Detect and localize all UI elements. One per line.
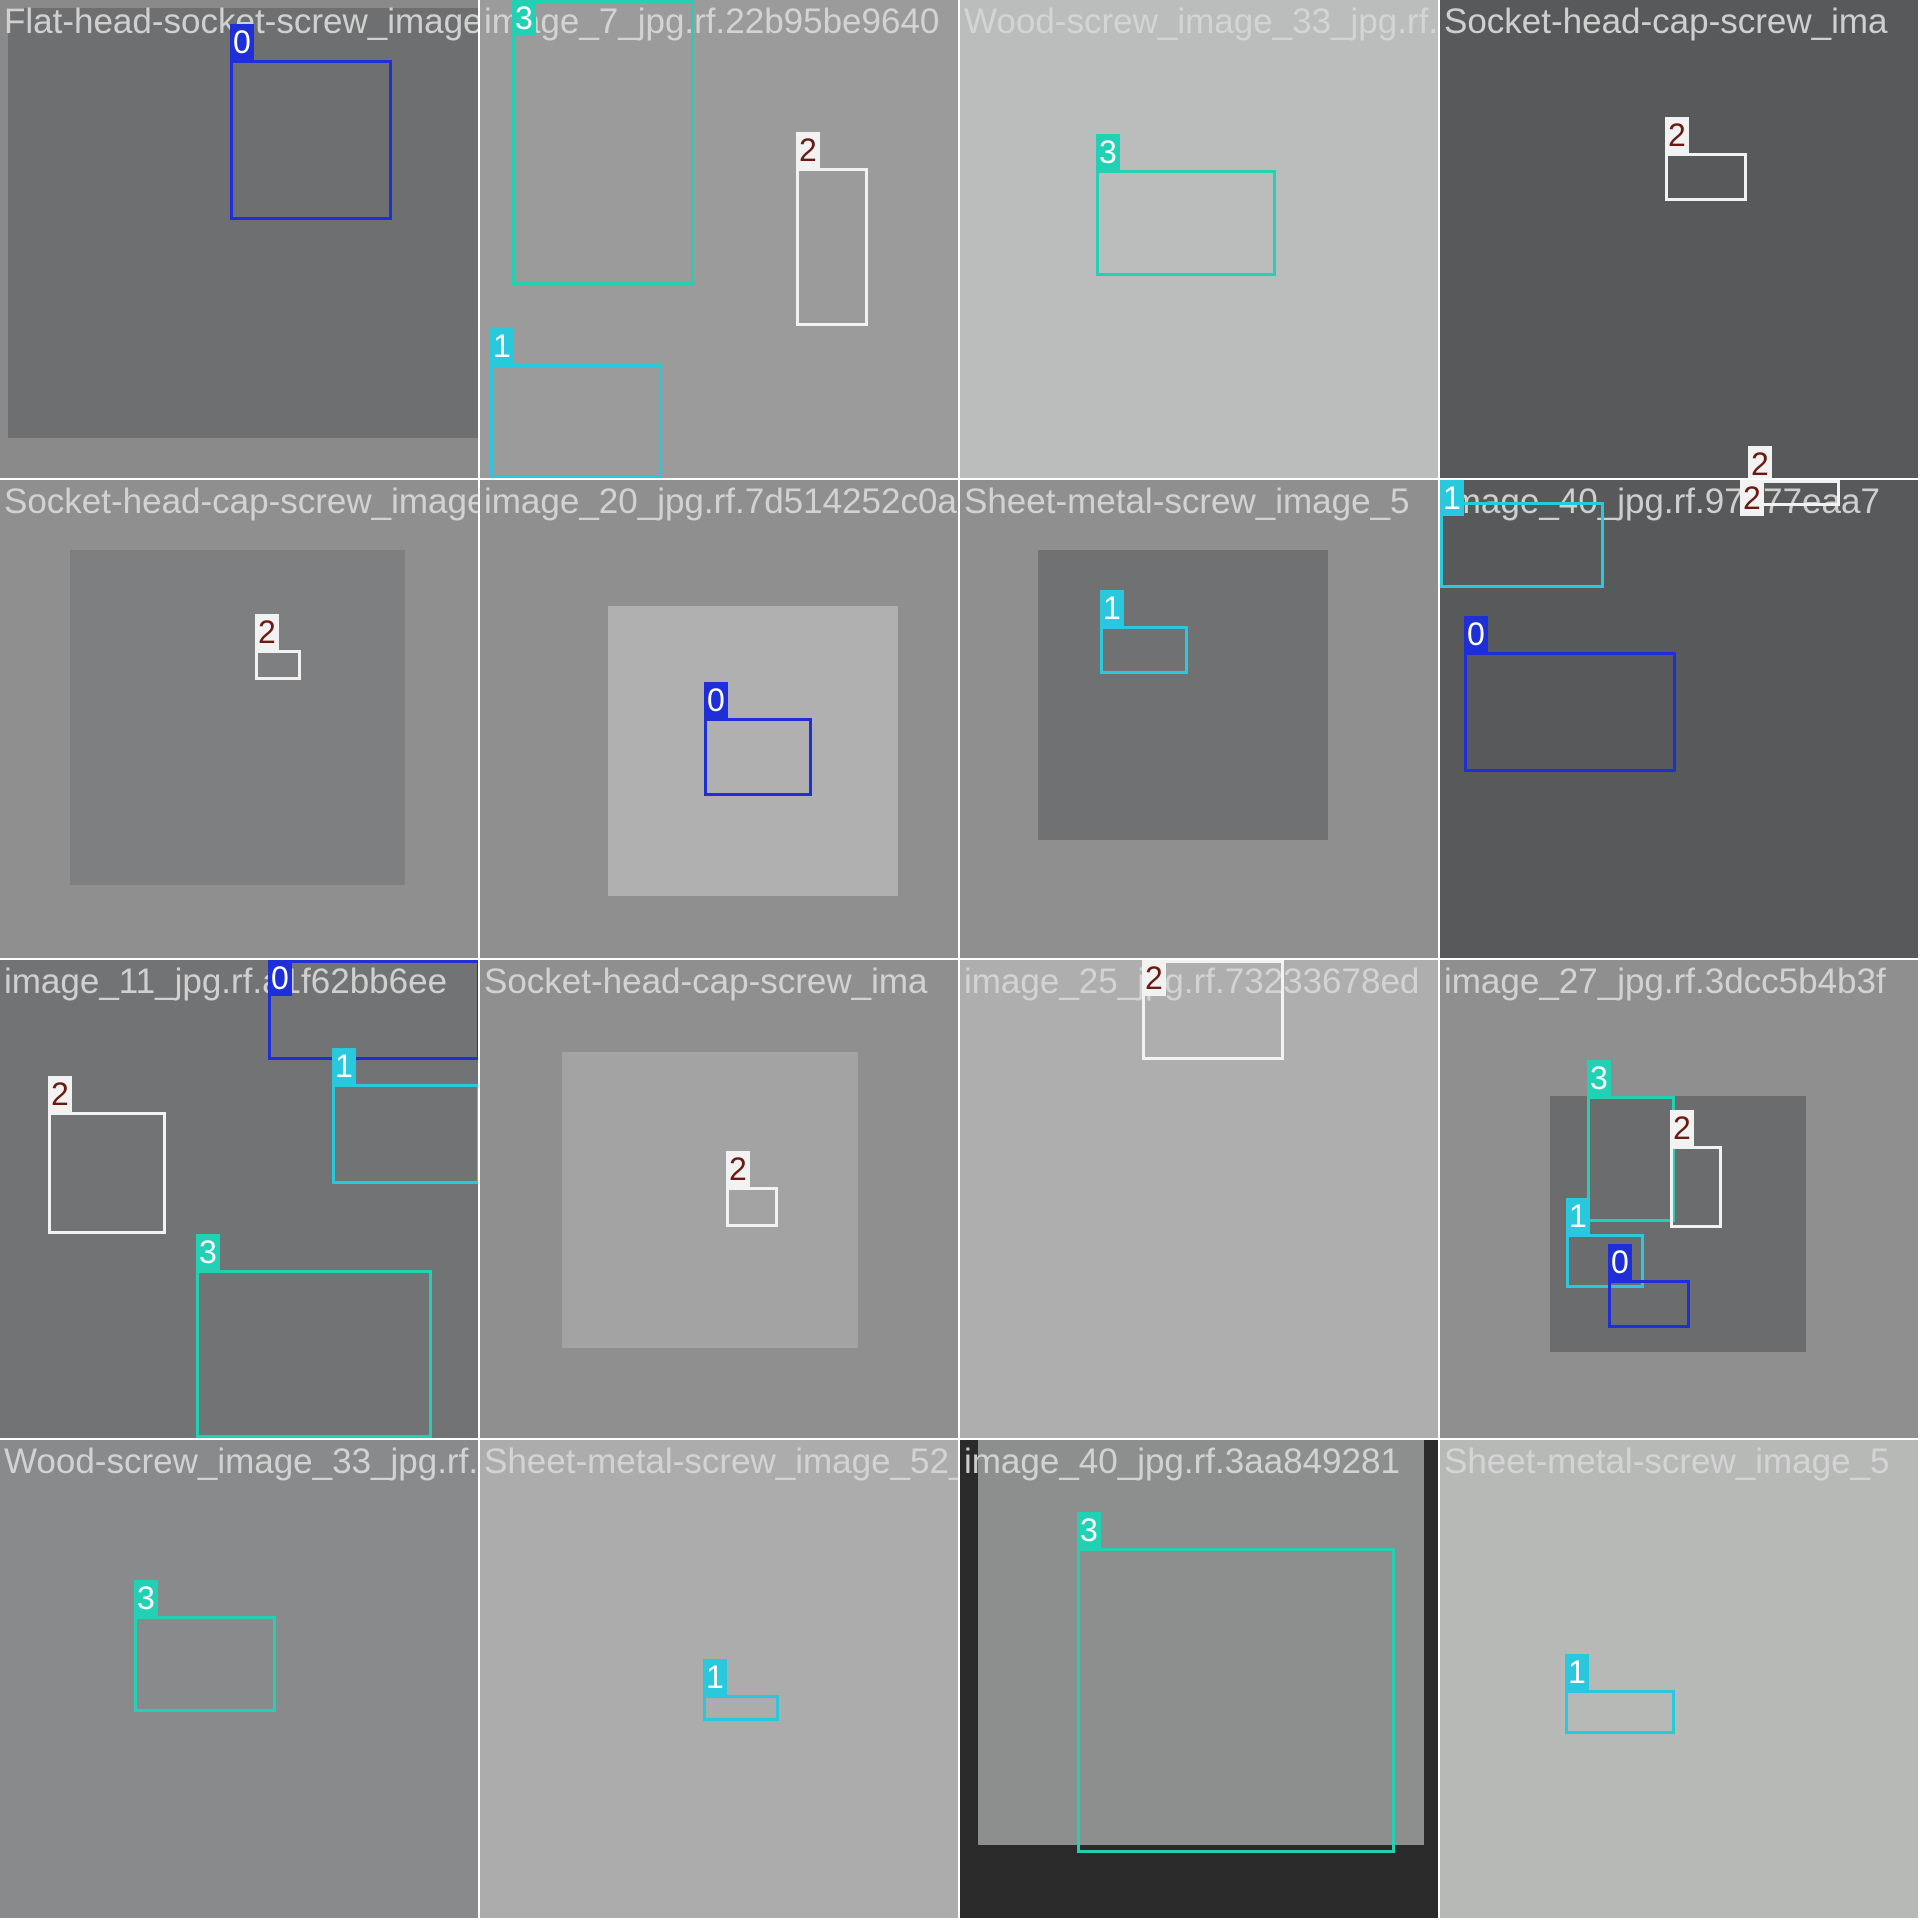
tile-filename: Sheet-metal-screw_image_5 bbox=[1444, 1442, 1890, 1481]
mosaic-tile: Socket-head-cap-screw_ima 2 2 bbox=[1440, 0, 1918, 478]
bounding-box-class-0 bbox=[1608, 1280, 1690, 1328]
bounding-box-class-1 bbox=[332, 1084, 478, 1184]
bounding-box-class-1 bbox=[1565, 1690, 1675, 1734]
tile-photo bbox=[608, 606, 898, 896]
mosaic-tile: image_40_jpg.rf.3aa849281 3 bbox=[960, 1440, 1438, 1918]
mosaic-tile: Wood-screw_image_33_jpg.rf.4b50df4e0abd 3 bbox=[0, 1440, 478, 1918]
bounding-box-label: 3 bbox=[1096, 134, 1120, 170]
bounding-box-class-3 bbox=[1096, 170, 1276, 276]
tile-filename: image_20_jpg.rf.7d514252c0a6359d482fc274 bbox=[484, 482, 958, 521]
bounding-box-label: 2 bbox=[1670, 1110, 1694, 1146]
bounding-box-class-2 bbox=[796, 168, 868, 326]
bounding-box-class-3 bbox=[1077, 1548, 1395, 1853]
bounding-box-label: 1 bbox=[1565, 1654, 1589, 1690]
bounding-box-class-1 bbox=[490, 364, 662, 478]
bounding-box-label: 2 bbox=[1142, 960, 1166, 996]
bounding-box-label: 3 bbox=[1077, 1512, 1101, 1548]
bounding-box-class-2 bbox=[726, 1187, 778, 1227]
mosaic-tile: image_25_jpg.rf.73233678ed 2 bbox=[960, 960, 1438, 1438]
bounding-box-label: 3 bbox=[512, 0, 536, 36]
mosaic-tile: Socket-head-cap-screw_ima 2 bbox=[480, 960, 958, 1438]
tile-filename: Socket-head-cap-screw_ima bbox=[484, 962, 928, 1001]
mosaic-tile: image_27_jpg.rf.3dcc5b4b3f 3 2 1 0 bbox=[1440, 960, 1918, 1438]
tile-photo bbox=[562, 1052, 858, 1348]
tile-filename: image_27_jpg.rf.3dcc5b4b3f bbox=[1444, 962, 1886, 1001]
tile-filename: Sheet-metal-screw_image_5 bbox=[964, 482, 1410, 521]
tile-photo bbox=[0, 1440, 478, 1918]
bounding-box-label: 0 bbox=[704, 682, 728, 718]
bounding-box-class-2 bbox=[1665, 153, 1747, 201]
tile-filename: Sheet-metal-screw_image_52_jpg bbox=[484, 1442, 958, 1481]
mosaic-tile: Sheet-metal-screw_image_5 1 bbox=[1440, 1440, 1918, 1918]
tile-filename: Socket-head-cap-screw_image_20_jpg bbox=[4, 482, 478, 521]
tile-filename: Wood-screw_image_33_jpg.rf.c21874301514 bbox=[964, 2, 1438, 41]
mosaic-tile: Flat-head-socket-screw_image_7_jpg.rf.22… bbox=[0, 0, 478, 478]
bounding-box-label: 2 bbox=[1748, 446, 1772, 478]
bounding-box-class-3 bbox=[196, 1270, 432, 1438]
mosaic-tile: Sheet-metal-screw_image_52_jpg 1 bbox=[480, 1440, 958, 1918]
bounding-box-class-0 bbox=[230, 60, 392, 220]
bounding-box-class-1 bbox=[1100, 626, 1188, 674]
bounding-box-label: 2 bbox=[48, 1076, 72, 1112]
bounding-box-label: 0 bbox=[268, 960, 292, 996]
bounding-box-label: 1 bbox=[1440, 480, 1464, 516]
bounding-box-class-3 bbox=[1587, 1096, 1675, 1222]
bounding-box-class-0 bbox=[268, 960, 478, 1060]
tile-photo bbox=[1440, 1440, 1918, 1918]
bounding-box-label: 1 bbox=[1566, 1198, 1590, 1234]
bounding-box-label: 1 bbox=[332, 1048, 356, 1084]
tile-photo bbox=[0, 960, 478, 1438]
mosaic-tile: Wood-screw_image_33_jpg.rf.c21874301514 3 bbox=[960, 0, 1438, 478]
bounding-box-label: 3 bbox=[196, 1234, 220, 1270]
mosaic-tile: image_20_jpg.rf.7d514252c0a6359d482fc274… bbox=[480, 480, 958, 958]
tile-photo bbox=[480, 0, 958, 478]
bounding-box-label: 0 bbox=[230, 24, 254, 60]
bounding-box-label: 0 bbox=[1608, 1244, 1632, 1280]
bounding-box-label: 1 bbox=[703, 1659, 727, 1695]
tile-filename: image_40_jpg.rf.97077eaa7 bbox=[1444, 482, 1880, 521]
mosaic-tile: image_40_jpg.rf.97077eaa7 1 2 0 bbox=[1440, 480, 1918, 958]
tile-filename: image_25_jpg.rf.73233678ed bbox=[964, 962, 1420, 1001]
bounding-box-class-2 bbox=[1670, 1146, 1722, 1228]
bounding-box-class-1 bbox=[1566, 1234, 1644, 1288]
mosaic-tile: Socket-head-cap-screw_image_20_jpg 2 bbox=[0, 480, 478, 958]
tile-photo bbox=[1440, 480, 1918, 958]
tile-photo bbox=[1038, 550, 1328, 840]
bounding-box-class-0 bbox=[1464, 652, 1676, 772]
mosaic-tile: Sheet-metal-screw_image_5 1 bbox=[960, 480, 1438, 958]
bounding-box-class-0 bbox=[704, 718, 812, 796]
tile-photo bbox=[70, 550, 405, 885]
bounding-box-class-1 bbox=[1440, 502, 1604, 588]
mosaic-tile: image_7_jpg.rf.22b95be9640 3 2 1 bbox=[480, 0, 958, 478]
bounding-box-label: 2 bbox=[796, 132, 820, 168]
bounding-box-label: 2 bbox=[1665, 117, 1689, 153]
bounding-box-label: 1 bbox=[490, 328, 514, 364]
mosaic-tile: image_11_jpg.rf.a1f62bb6ee 0 2 1 3 bbox=[0, 960, 478, 1438]
bounding-box-class-2 bbox=[1142, 960, 1284, 1060]
bounding-box-label: 2 bbox=[726, 1151, 750, 1187]
bounding-box-class-3 bbox=[134, 1616, 276, 1712]
bounding-box-class-2 bbox=[48, 1112, 166, 1234]
bounding-box-label: 2 bbox=[255, 614, 279, 650]
bounding-box-class-1 bbox=[703, 1695, 779, 1721]
bounding-box-label: 1 bbox=[1100, 590, 1124, 626]
tile-photo bbox=[978, 1440, 1424, 1845]
bounding-box-class-2 bbox=[255, 650, 301, 680]
tile-filename: Wood-screw_image_33_jpg.rf.4b50df4e0abd bbox=[4, 1442, 478, 1481]
tile-filename: image_11_jpg.rf.a1f62bb6ee bbox=[4, 962, 448, 1001]
tile-filename: image_7_jpg.rf.22b95be9640 bbox=[484, 2, 940, 41]
tile-photo bbox=[960, 960, 1438, 1438]
bounding-box-label: 2 bbox=[1740, 480, 1764, 516]
tile-photo bbox=[8, 8, 478, 438]
bounding-box-label: 0 bbox=[1464, 616, 1488, 652]
bounding-box-label: 3 bbox=[1587, 1060, 1611, 1096]
tile-filename: Socket-head-cap-screw_ima bbox=[1444, 2, 1888, 41]
tile-photo bbox=[1440, 0, 1918, 478]
tile-filename: image_40_jpg.rf.3aa849281 bbox=[964, 1442, 1400, 1481]
bounding-box-class-3 bbox=[512, 0, 694, 285]
tile-photo bbox=[960, 0, 1438, 478]
bounding-box-label: 3 bbox=[134, 1580, 158, 1616]
